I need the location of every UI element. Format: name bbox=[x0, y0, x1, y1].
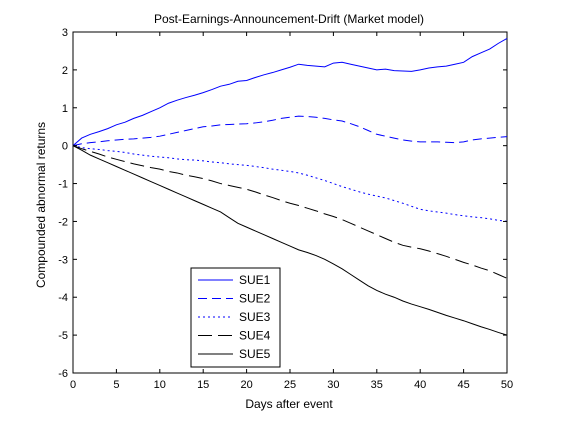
x-tick-label: 15 bbox=[197, 379, 209, 391]
y-tick-label: 0 bbox=[62, 141, 68, 153]
x-tick-label: 45 bbox=[457, 379, 469, 391]
series-line-sue4 bbox=[72, 145, 508, 279]
y-tick-label: -2 bbox=[58, 216, 68, 228]
x-tick-label: 5 bbox=[113, 379, 119, 391]
legend-label: SUE4 bbox=[239, 329, 271, 343]
series-line-sue2 bbox=[72, 115, 508, 147]
x-tick-label: 10 bbox=[154, 379, 166, 391]
x-tick-label: 0 bbox=[70, 379, 76, 391]
x-axis-label: Days after event bbox=[245, 397, 333, 411]
y-tick-label: -1 bbox=[58, 179, 68, 191]
y-tick-label: 3 bbox=[62, 27, 68, 39]
series-layer bbox=[72, 38, 508, 336]
y-tick-label: 2 bbox=[62, 65, 68, 77]
legend-box bbox=[190, 267, 281, 368]
x-tick-label: 25 bbox=[284, 379, 296, 391]
y-tick-label: -4 bbox=[58, 292, 68, 304]
y-axis-label: Compounded abnormal returns bbox=[34, 122, 48, 288]
y-tick-label: 1 bbox=[62, 103, 68, 115]
legend-label: SUE5 bbox=[239, 347, 271, 361]
y-tick-label: -3 bbox=[58, 254, 68, 266]
x-tick-label: 35 bbox=[371, 379, 383, 391]
plot-frame bbox=[72, 31, 508, 374]
y-tick-label: -6 bbox=[58, 368, 68, 380]
x-tick-label: 40 bbox=[414, 379, 426, 391]
series-line-sue5 bbox=[72, 145, 508, 336]
legend-label: SUE3 bbox=[239, 310, 271, 324]
series-line-sue1 bbox=[72, 38, 508, 147]
legend: SUE1 SUE2 SUE3 SUE4 SUE5 bbox=[190, 267, 281, 368]
y-tick-label: -5 bbox=[58, 330, 68, 342]
legend-label: SUE2 bbox=[239, 292, 271, 306]
legend-label: SUE1 bbox=[239, 273, 271, 287]
plot-area bbox=[72, 31, 508, 374]
x-tick-label: 20 bbox=[240, 379, 252, 391]
x-tick-label: 30 bbox=[327, 379, 339, 391]
chart-title: Post-Earnings-Announcement-Drift (Market… bbox=[154, 12, 424, 26]
x-tick-label: 50 bbox=[501, 379, 513, 391]
